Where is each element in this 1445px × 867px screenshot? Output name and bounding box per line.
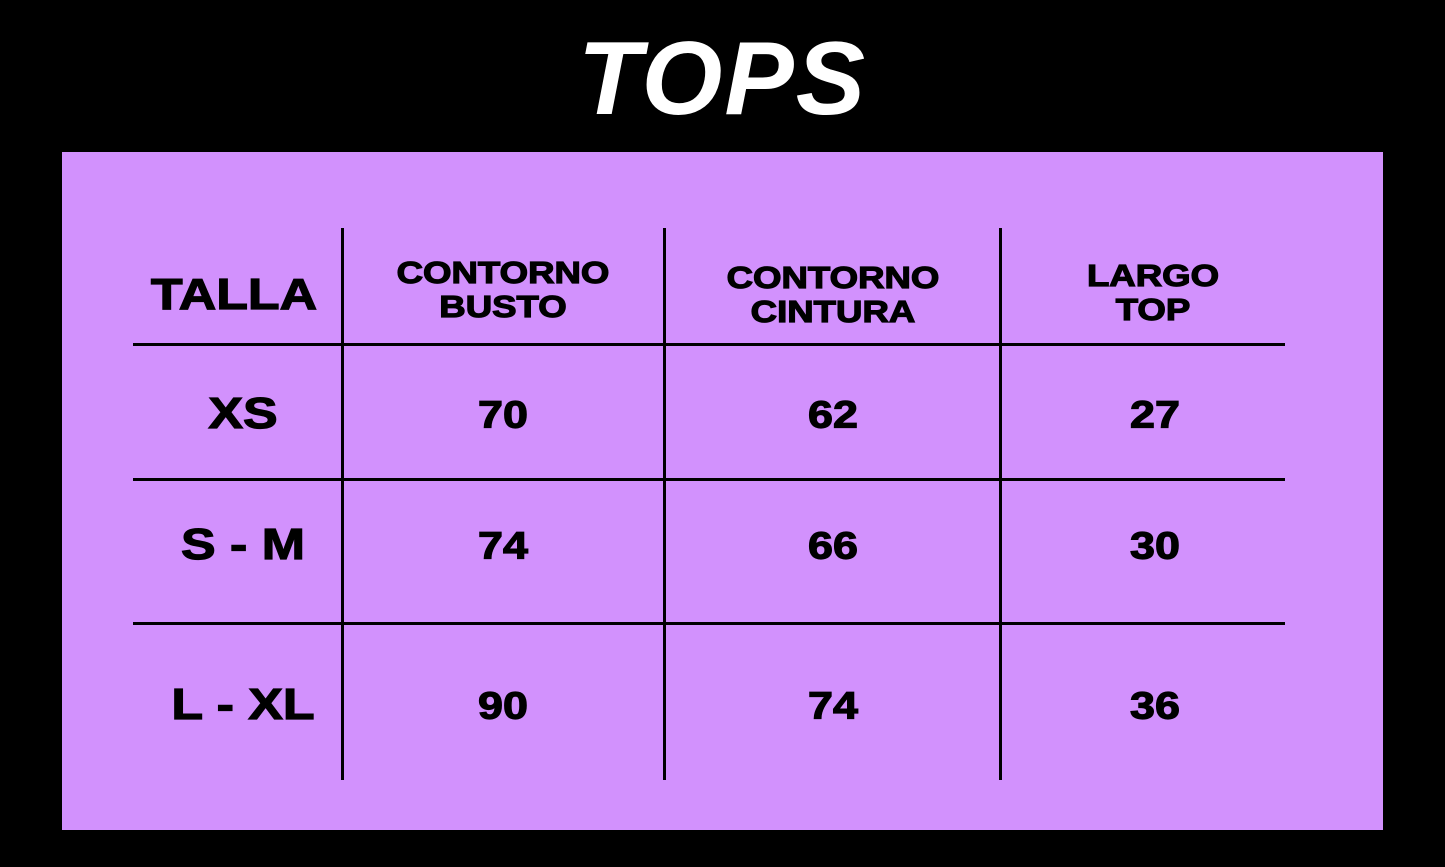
table-cell: 36 bbox=[1129, 685, 1180, 728]
row-divider bbox=[133, 343, 1285, 346]
table-cell-size: XS bbox=[208, 388, 279, 438]
table-cell: 90 bbox=[477, 685, 528, 728]
row-divider bbox=[133, 622, 1285, 625]
column-divider bbox=[999, 228, 1002, 780]
table-cell: 66 bbox=[807, 525, 858, 568]
row-divider bbox=[133, 478, 1285, 481]
column-divider bbox=[341, 228, 344, 780]
table-cell: 27 bbox=[1129, 394, 1180, 437]
header-contorno-busto: CONTORNO BUSTO bbox=[396, 255, 610, 324]
header-largo-top: LARGO TOP bbox=[1086, 258, 1220, 327]
table-cell: 62 bbox=[807, 394, 858, 437]
table-cell-size: L - XL bbox=[171, 679, 316, 729]
header-talla: TALLA bbox=[150, 269, 318, 319]
table-cell: 74 bbox=[807, 685, 858, 728]
table-cell: 70 bbox=[477, 394, 528, 437]
column-divider bbox=[663, 228, 666, 780]
table-panel bbox=[62, 152, 1383, 830]
table-cell-size: S - M bbox=[180, 519, 306, 569]
table-cell: 74 bbox=[477, 525, 528, 568]
header-contorno-cintura: CONTORNO CINTURA bbox=[726, 260, 940, 329]
page-title: TOPS bbox=[577, 21, 868, 137]
table-cell: 30 bbox=[1129, 525, 1180, 568]
